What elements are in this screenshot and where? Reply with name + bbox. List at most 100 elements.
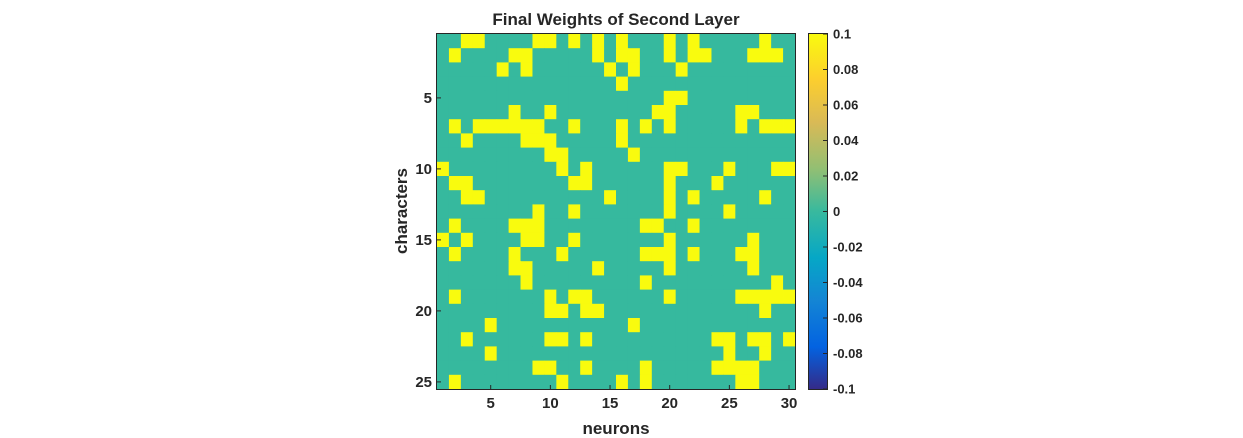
heatmap-cell: [448, 34, 462, 49]
heatmap-cell: [448, 190, 462, 205]
heatmap-cell: [604, 34, 617, 49]
x-tick-label: 20: [661, 395, 678, 412]
heatmap-cell: [580, 261, 593, 276]
heatmap-cell: [580, 90, 593, 106]
heatmap-cell: [592, 90, 605, 106]
heatmap-cell: [496, 247, 509, 262]
heatmap-cell: [663, 275, 677, 290]
heatmap-cell: [747, 232, 760, 248]
heatmap-cell: [532, 261, 545, 276]
heatmap-cell: [460, 346, 474, 361]
heatmap-cell: [496, 62, 509, 77]
heatmap-cell: [604, 48, 617, 63]
heatmap-cell: [711, 374, 724, 390]
heatmap-cell: [460, 190, 474, 205]
heatmap-cell: [771, 374, 784, 390]
heatmap-cell: [437, 176, 450, 191]
heatmap-cell: [687, 318, 700, 333]
heatmap-cell: [580, 232, 593, 248]
heatmap-cell: [496, 161, 509, 177]
heatmap-cell: [508, 204, 521, 219]
heatmap-cell: [663, 161, 677, 177]
heatmap-cell: [723, 374, 736, 390]
heatmap-cell: [520, 62, 533, 77]
heatmap-cell: [723, 247, 736, 262]
heatmap-cell: [520, 90, 533, 106]
heatmap-cell: [448, 119, 462, 134]
heatmap-cell: [783, 34, 796, 49]
heatmap-cell: [723, 204, 736, 219]
heatmap-cell: [508, 374, 521, 390]
heatmap-cell: [687, 105, 700, 120]
heatmap-cell: [592, 261, 605, 276]
heatmap-cell: [783, 105, 796, 120]
heatmap-cell: [568, 190, 581, 205]
heatmap-cell: [687, 119, 700, 134]
heatmap-cell: [616, 34, 629, 49]
heatmap-cell: [508, 133, 521, 148]
heatmap-cell: [651, 303, 665, 319]
heatmap-cell: [460, 133, 474, 148]
heatmap-cell: [759, 374, 772, 390]
heatmap-cell: [568, 147, 581, 163]
heatmap-cell: [437, 318, 450, 333]
heatmap-cell: [616, 76, 629, 92]
heatmap-cell: [472, 90, 486, 106]
heatmap-cell: [651, 176, 665, 191]
heatmap-cell: [675, 90, 688, 106]
heatmap-cell: [663, 133, 677, 148]
heatmap-cell: [687, 232, 700, 248]
heatmap-cell: [663, 218, 677, 234]
heatmap-cell: [532, 303, 545, 319]
heatmap-cell: [616, 119, 629, 134]
heatmap-cell: [604, 318, 617, 333]
heatmap-cell: [568, 275, 581, 290]
heatmap-cell: [783, 303, 796, 319]
heatmap-cell: [484, 346, 498, 361]
heatmap-cell: [496, 76, 509, 92]
heatmap-cell: [508, 332, 521, 347]
heatmap-cell: [592, 105, 605, 120]
heatmap-cell: [675, 374, 688, 390]
heatmap-cell: [616, 247, 629, 262]
heatmap-cell: [460, 232, 474, 248]
heatmap-cell: [747, 289, 760, 305]
heatmap-cell: [556, 289, 569, 305]
heatmap-cell: [783, 204, 796, 219]
heatmap-cell: [592, 303, 605, 319]
heatmap-cell: [592, 48, 605, 63]
heatmap-cell: [544, 119, 557, 134]
heatmap-cell: [604, 346, 617, 361]
heatmap-cell: [568, 232, 581, 248]
heatmap-cell: [616, 289, 629, 305]
heatmap-cell: [544, 261, 557, 276]
heatmap-cell: [448, 346, 462, 361]
heatmap-cell: [651, 133, 665, 148]
heatmap-cell: [747, 133, 760, 148]
heatmap-cell: [699, 218, 712, 234]
heatmap-cell: [759, 48, 772, 63]
heatmap-cell: [687, 34, 700, 49]
heatmap-cell: [568, 218, 581, 234]
heatmap-cell: [723, 48, 736, 63]
heatmap-cell: [520, 133, 533, 148]
heatmap-cell: [783, 218, 796, 234]
heatmap-cell: [639, 360, 653, 376]
heatmap-cell: [699, 247, 712, 262]
heatmap-cell: [783, 176, 796, 191]
heatmap-cell: [627, 48, 641, 63]
heatmap-cell: [735, 374, 748, 390]
heatmap-cell: [699, 360, 712, 376]
heatmap-cell: [604, 90, 617, 106]
heatmap-cell: [496, 48, 509, 63]
heatmap-cell: [747, 332, 760, 347]
heatmap-cell: [448, 176, 462, 191]
heatmap-cell: [448, 204, 462, 219]
heatmap-cell: [544, 190, 557, 205]
heatmap-cell: [747, 346, 760, 361]
heatmap-cell: [639, 261, 653, 276]
y-tick-label: 25: [415, 374, 432, 391]
y-tick-label: 5: [424, 90, 432, 107]
heatmap-cell: [592, 218, 605, 234]
